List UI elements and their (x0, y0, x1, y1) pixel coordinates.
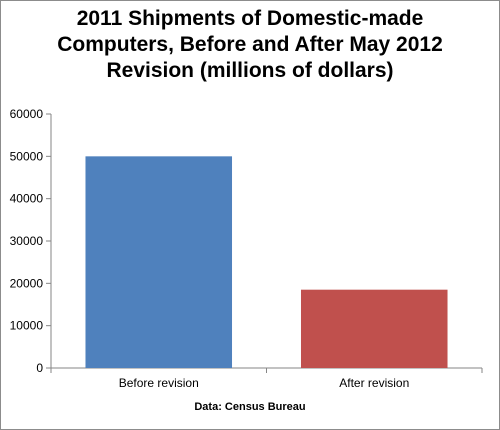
bar-after-revision (300, 289, 448, 368)
chart-title-line-1: 2011 Shipments of Domestic-made (76, 7, 424, 30)
y-tick-label: 20000 (10, 276, 44, 290)
y-tick-label: 40000 (10, 192, 44, 206)
y-tick-label: 10000 (10, 319, 44, 333)
chart-title-line-2: Computers, Before and After May 2012 (57, 33, 443, 56)
chart-title-line-3: Revision (millions of dollars) (106, 59, 394, 82)
chart-title: 2011 Shipments of Domestic-made Computer… (0, 6, 500, 84)
bar-before-revision (85, 156, 233, 368)
source-note: Data: Census Bureau (194, 401, 306, 413)
y-tick-label: 60000 (10, 107, 44, 121)
y-tick-label: 0 (36, 361, 43, 375)
y-tick-label: 50000 (10, 149, 44, 163)
y-tick-label: 30000 (10, 234, 44, 248)
x-category-label: Before revision (119, 376, 199, 390)
x-category-label: After revision (339, 376, 409, 390)
